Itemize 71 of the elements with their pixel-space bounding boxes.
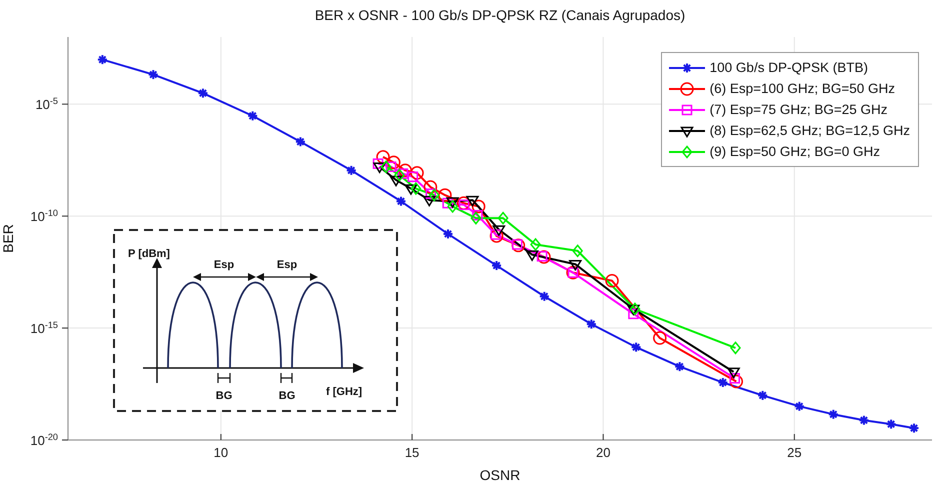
point [386, 156, 400, 170]
x-tick-label: 10 [214, 445, 228, 460]
legend-label: (9) Esp=50 GHz; BG=0 GHz [710, 144, 880, 159]
point [446, 197, 459, 208]
chart-title: BER x OSNR - 100 Gb/s DP-QPSK RZ (Canais Agrupados) [314, 7, 686, 23]
point [572, 244, 583, 258]
x-tick-label: 20 [596, 445, 610, 460]
point [569, 260, 582, 270]
point [438, 188, 452, 202]
point [376, 150, 390, 164]
point [536, 251, 548, 262]
point [472, 200, 486, 214]
point [423, 196, 436, 206]
point [512, 239, 522, 250]
point [373, 162, 386, 174]
point [470, 212, 482, 224]
point [537, 250, 551, 264]
point [410, 182, 422, 195]
point [512, 238, 526, 252]
point [408, 172, 418, 182]
annotation: Esp [214, 259, 234, 271]
x-tick-label: 15 [404, 445, 420, 460]
point [466, 196, 479, 206]
point [394, 168, 405, 182]
y-tick-label: 10$^{-20}$ [30, 432, 58, 448]
point [386, 162, 396, 172]
point [380, 160, 392, 174]
point [653, 331, 667, 345]
annotation: f [GHz] [326, 386, 362, 398]
point [490, 229, 504, 243]
point [428, 188, 440, 202]
point [404, 184, 418, 195]
point [426, 188, 436, 199]
point [530, 238, 541, 251]
point [630, 302, 640, 316]
y-axis-title: BER [0, 224, 16, 253]
annotation: BG [216, 390, 232, 402]
y-tick-label: 10$^{-5}$ [35, 96, 58, 112]
x-axis-title: OSNR [480, 467, 520, 483]
annotation: Esp [276, 259, 298, 271]
point [730, 342, 741, 354]
point [605, 274, 619, 288]
x-tick-label: 25 [787, 445, 802, 460]
point [372, 158, 384, 169]
point [424, 180, 438, 194]
point [490, 229, 502, 240]
point [727, 368, 740, 378]
legend-label: (6) Esp=100 GHz; BG=50 GHz [710, 81, 895, 96]
point [627, 304, 640, 316]
y-tick-label: 10$^{-10}$ [30, 208, 58, 224]
point [729, 373, 740, 384]
point [472, 210, 483, 220]
point [398, 168, 408, 179]
point [410, 166, 424, 180]
point [526, 250, 538, 261]
point [442, 198, 453, 208]
point [492, 225, 506, 236]
point [498, 212, 508, 224]
annotation: BG [278, 390, 296, 402]
point [398, 164, 412, 178]
point [458, 200, 470, 210]
point [390, 176, 402, 186]
y-tick-label: 10$^{-15}$ [30, 320, 58, 336]
legend-label: (7) Esp=75 GHz; BG=25 GHz [710, 102, 888, 117]
legend-label: 100 Gb/s DP-QPSK (BTB) [710, 60, 868, 75]
annotation: P [dBm] [128, 248, 170, 260]
point [456, 196, 470, 210]
legend-label: (8) Esp=62,5 GHz; BG=12,5 GHz [710, 123, 910, 138]
point [628, 308, 639, 320]
point [447, 200, 458, 213]
point [730, 374, 744, 388]
